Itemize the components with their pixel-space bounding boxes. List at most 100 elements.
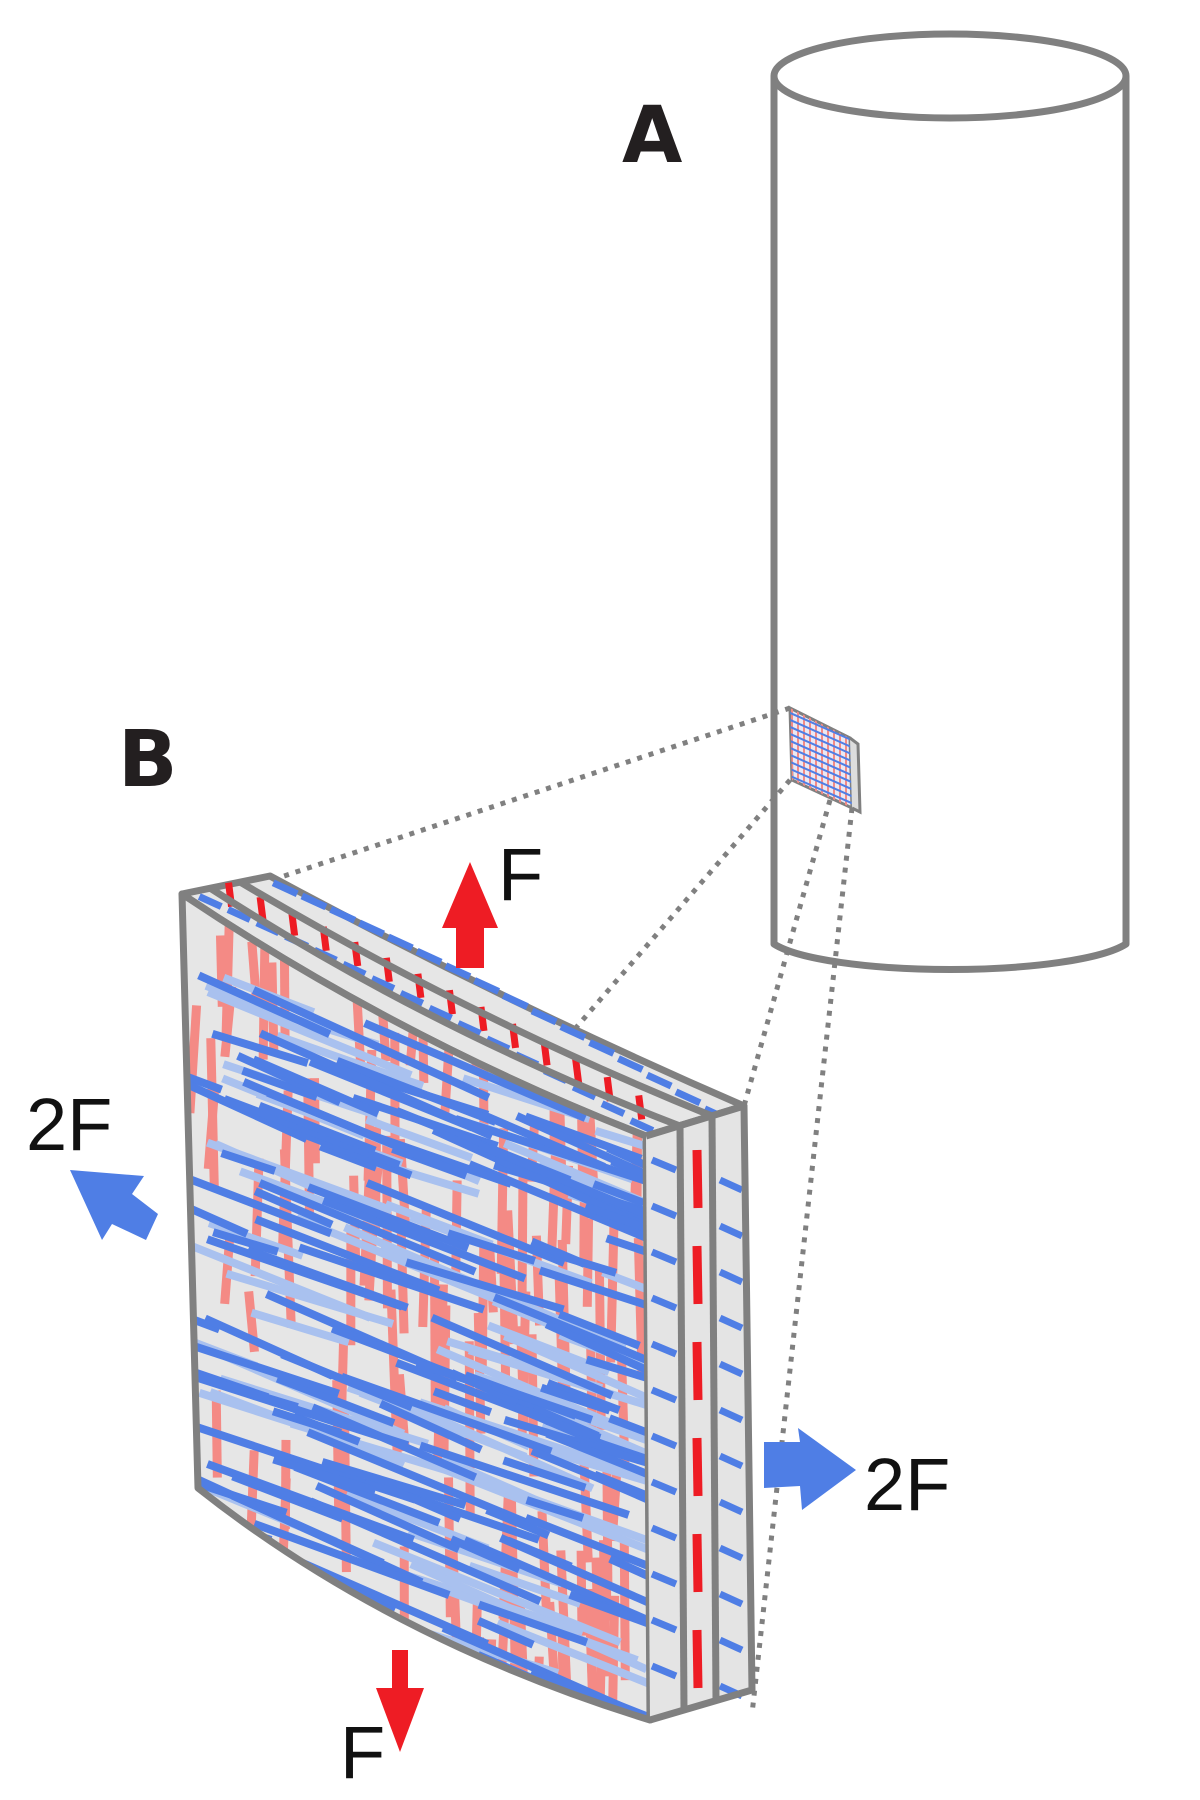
circumferential-fiber-deep [409, 1560, 649, 1674]
circumferential-fiber [251, 986, 491, 1102]
top-circumferential-fiber [300, 892, 328, 911]
circumferential-fiber [545, 1429, 650, 1510]
circumferential-fiber [254, 1215, 441, 1295]
hoop-force-arrow-right [764, 1428, 856, 1510]
circumferential-fiber [530, 1667, 650, 1720]
circumferential-fiber-deep [207, 1219, 304, 1260]
circumferential-fiber [251, 1055, 380, 1118]
circumferential-fiber [492, 1293, 650, 1372]
top-circumferential-fiber [370, 975, 396, 992]
circumferential-fiber [476, 1617, 535, 1649]
circumferential-fiber [540, 1383, 611, 1415]
circumferential-fiber-deep [345, 1490, 490, 1553]
layer-divider-side-1 [676, 1125, 688, 1711]
circumferential-fiber [298, 1243, 486, 1314]
circumferential-fiber [258, 1179, 477, 1276]
side-circumferential-fiber [718, 1452, 744, 1470]
top-circumferential-fiber [226, 906, 252, 923]
side-circumferential-fiber [650, 1248, 678, 1266]
circumferential-fiber [610, 1157, 650, 1196]
circumferential-fiber [557, 1310, 641, 1350]
side-circumferential-fiber [650, 1662, 678, 1680]
side-circumferential-fiber [650, 1616, 678, 1634]
top-circumferential-fiber [629, 1117, 655, 1134]
mini-circumferential-fiber [790, 760, 852, 792]
circumferential-fiber [585, 1355, 650, 1430]
circumferential-fiber-deep [507, 1333, 650, 1436]
circumferential-fiber [253, 1187, 334, 1229]
circumferential-fiber [271, 1407, 342, 1437]
longitudinal-fiber [448, 1549, 463, 1685]
circumferential-fiber [197, 971, 332, 1038]
circumferential-fiber [257, 1102, 377, 1155]
circumferential-fiber [318, 1142, 378, 1172]
axial-force-arrow-up [442, 862, 498, 968]
side-circumferential-fiber [718, 1636, 744, 1654]
circumferential-fiber [258, 1029, 494, 1140]
circumferential-fiber [230, 1491, 385, 1567]
top-circumferential-fiber [645, 1071, 673, 1090]
circumferential-fiber-deep [468, 1561, 582, 1608]
circumferential-fiber [182, 1336, 340, 1398]
circumferential-fiber [506, 1536, 573, 1571]
circumferential-fiber [363, 1019, 587, 1122]
wall-sample-patch [788, 705, 862, 815]
circumferential-fiber [477, 1141, 650, 1225]
side-circumferential-fiber [718, 1590, 744, 1608]
cylinder-body [770, 76, 1130, 974]
panel-a-label: A [622, 91, 682, 181]
circumferential-fiber [608, 1414, 650, 1474]
circumferential-fiber [405, 1258, 565, 1314]
circumferential-fiber [242, 1078, 468, 1179]
circumferential-fiber [545, 1416, 602, 1442]
side-circumferential-fiber [650, 1570, 678, 1588]
circumferential-fiber [183, 1202, 249, 1238]
top-longitudinal-fiber [572, 1058, 583, 1084]
circumferential-fiber [608, 1555, 650, 1601]
mini-circumferential-fiber [790, 732, 852, 764]
circumferential-fiber [525, 1496, 585, 1522]
circumferential-fiber [607, 1217, 650, 1270]
longitudinal-fiber [525, 920, 536, 1017]
longitudinal-fiber [613, 944, 626, 1015]
circumferential-fiber [182, 1649, 365, 1720]
side-circumferential-fiber [718, 1498, 744, 1516]
side-circumferential-fiber [718, 1544, 744, 1562]
side-longitudinal-fiber [692, 1245, 703, 1305]
mini-circumferential-fiber [790, 725, 852, 757]
axial-force-label-bottom: F [340, 1711, 385, 1794]
top-circumferential-fiber [427, 1005, 453, 1022]
circumferential-fiber [485, 1112, 606, 1171]
mini-circumferential-fiber [790, 767, 852, 799]
mini-circumferential-fiber [790, 753, 852, 785]
circumferential-fiber [275, 1374, 396, 1427]
circumferential-fiber [592, 1180, 646, 1207]
circumferential-fiber [596, 926, 650, 967]
circumferential-fiber [241, 1066, 319, 1101]
circumferential-fiber [311, 1403, 478, 1482]
circumferential-fiber [431, 1126, 650, 1234]
circumferential-fiber [365, 1179, 566, 1267]
longitudinal-fiber [185, 1005, 202, 1114]
top-circumferential-fiber [456, 1020, 482, 1037]
side-longitudinal-fiber [692, 1149, 703, 1209]
longitudinal-fiber [593, 943, 605, 1048]
longitudinal-fiber [607, 1595, 620, 1720]
hoop-force-label-left: 2F [26, 1083, 112, 1166]
longitudinal-fiber [214, 1515, 227, 1660]
longitudinal-fiber [517, 1167, 528, 1316]
layer-divider-top-1 [208, 885, 682, 1130]
circumferential-fiber [608, 984, 650, 1057]
longitudinal-fiber [275, 1674, 287, 1720]
circumferential-fiber [272, 1455, 377, 1495]
circumferential-fiber-deep [250, 1308, 350, 1347]
circumferential-fiber [606, 1144, 650, 1230]
top-circumferential-fiber [559, 1023, 587, 1041]
circumferential-fiber-deep [365, 1115, 474, 1162]
side-longitudinal-fiber [692, 1341, 703, 1401]
top-circumferential-fiber [571, 1083, 597, 1101]
vessel-cylinder [770, 30, 1130, 974]
wall-block-side-outline [644, 1102, 756, 1724]
side-circumferential-fiber [718, 1268, 744, 1286]
